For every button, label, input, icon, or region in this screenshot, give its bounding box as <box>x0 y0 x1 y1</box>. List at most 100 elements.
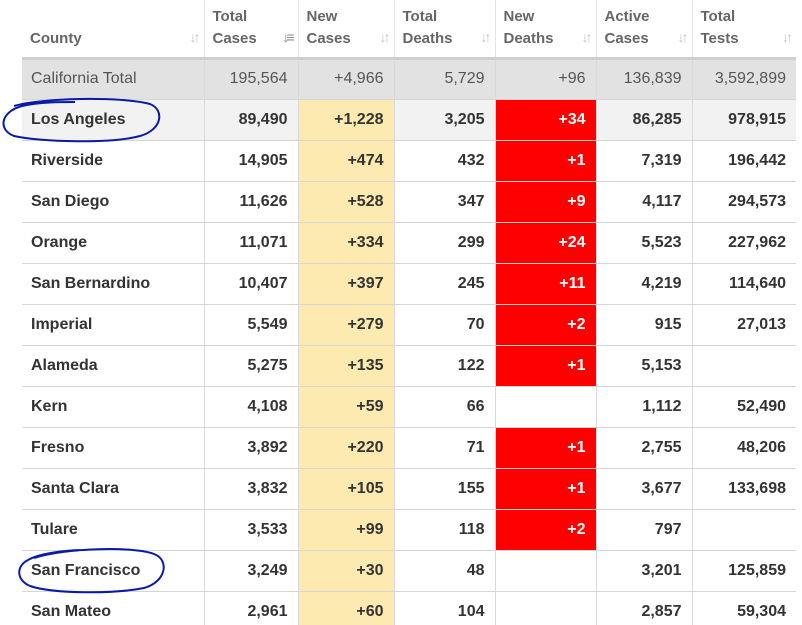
new-deaths-cell: +2 <box>494 509 596 551</box>
new-cases-cell: +135 <box>297 345 394 387</box>
active-cases-cell: 4,219 <box>595 263 692 305</box>
table-row: San Diego 11,626 +528 347 +9 4,117 294,573 <box>22 181 796 223</box>
sort-icon[interactable]: ↓↑ <box>782 28 793 45</box>
new-deaths-cell <box>494 386 596 428</box>
total-deaths-cell: 5,729 <box>393 58 495 100</box>
total-tests-cell: 3,592,899 <box>691 58 796 100</box>
county-cell: Los Angeles <box>22 99 204 141</box>
new-deaths-cell <box>494 591 596 625</box>
active-cases-cell: 5,153 <box>595 345 692 387</box>
total-tests-cell: 294,573 <box>691 181 796 223</box>
new-cases-cell: +1,228 <box>297 99 394 141</box>
new-cases-cell: +334 <box>297 222 394 264</box>
table-row: Orange 11,071 +334 299 +24 5,523 227,962 <box>22 222 796 264</box>
county-cell: Orange <box>22 222 204 264</box>
total-cases-cell: 14,905 <box>203 140 298 182</box>
header-new-cases[interactable]: New Cases ↓↑ <box>297 0 394 60</box>
new-cases-cell: +397 <box>297 263 394 305</box>
total-cases-cell: 3,249 <box>203 550 298 592</box>
total-cases-cell: 3,892 <box>203 427 298 469</box>
county-cell: Kern <box>22 386 204 428</box>
county-cell: California Total <box>22 58 204 100</box>
new-cases-cell: +528 <box>297 181 394 223</box>
sort-icon[interactable]: ↓↑ <box>581 28 593 45</box>
total-deaths-cell: 299 <box>393 222 495 264</box>
total-tests-cell <box>691 509 796 551</box>
header-label-line2: Cases <box>306 30 351 48</box>
total-tests-cell: 133,698 <box>691 468 796 510</box>
sort-icon[interactable]: ↓↑ <box>379 28 391 45</box>
total-deaths-cell: 3,205 <box>393 99 495 141</box>
sort-icon[interactable]: ↓↑ <box>677 28 689 45</box>
header-label-line1: New <box>306 8 338 26</box>
new-cases-cell: +105 <box>297 468 394 510</box>
header-county[interactable]: County ↓↑ <box>22 0 204 60</box>
sort-desc-icon[interactable]: ↓≡ <box>282 28 294 45</box>
header-label-line2: Deaths <box>503 30 554 48</box>
county-cell: San Francisco <box>22 550 204 592</box>
new-deaths-cell: +96 <box>494 58 596 100</box>
new-cases-cell: +30 <box>297 550 394 592</box>
header-label-line1: Total <box>700 8 736 26</box>
header-total-deaths[interactable]: Total Deaths ↓↑ <box>393 0 495 60</box>
active-cases-cell: 3,201 <box>595 550 692 592</box>
new-cases-cell: +4,966 <box>297 58 394 100</box>
active-cases-cell: 86,285 <box>595 99 692 141</box>
table-row: Santa Clara 3,832 +105 155 +1 3,677 133,698 <box>22 468 796 510</box>
new-deaths-cell: +9 <box>494 181 596 223</box>
new-deaths-cell: +1 <box>494 427 596 469</box>
header-total-tests[interactable]: Total Tests ↓↑ <box>691 0 796 60</box>
header-label-line2: Cases <box>604 30 649 48</box>
total-cases-cell: 89,490 <box>203 99 298 141</box>
new-deaths-cell: +24 <box>494 222 596 264</box>
county-cell: San Diego <box>22 181 204 223</box>
total-deaths-cell: 66 <box>393 386 495 428</box>
total-deaths-cell: 70 <box>393 304 495 346</box>
new-deaths-cell <box>494 550 596 592</box>
header-row: County ↓↑ Total Cases ↓≡ New Cases ↓↑ Total Death… <box>22 0 796 60</box>
total-tests-cell: 227,962 <box>691 222 796 264</box>
county-data-table: County ↓↑ Total Cases ↓≡ New Cases ↓↑ Total Death… <box>22 0 796 625</box>
total-tests-cell: 978,915 <box>691 99 796 141</box>
header-label-line2: Deaths <box>402 30 453 48</box>
table-row: San Bernardino 10,407 +397 245 +11 4,219 114,6… <box>22 263 796 305</box>
table-row: Kern 4,108 +59 66 1,112 52,490 <box>22 386 796 428</box>
new-cases-cell: +99 <box>297 509 394 551</box>
header-label-line2: Cases <box>212 30 257 48</box>
active-cases-cell: 3,677 <box>595 468 692 510</box>
header-new-deaths[interactable]: New Deaths ↓↑ <box>494 0 596 60</box>
total-cases-cell: 4,108 <box>203 386 298 428</box>
sort-icon[interactable]: ↓↑ <box>480 28 492 45</box>
total-cases-cell: 5,275 <box>203 345 298 387</box>
active-cases-cell: 2,755 <box>595 427 692 469</box>
active-cases-cell: 915 <box>595 304 692 346</box>
active-cases-cell: 797 <box>595 509 692 551</box>
new-deaths-cell: +11 <box>494 263 596 305</box>
table-body: California Total 195,564 +4,966 5,729 +96 136… <box>22 58 796 625</box>
total-tests-cell: 114,640 <box>691 263 796 305</box>
new-deaths-cell: +1 <box>494 140 596 182</box>
new-cases-cell: +60 <box>297 591 394 625</box>
header-label-line1: New <box>503 8 535 26</box>
active-cases-cell: 7,319 <box>595 140 692 182</box>
total-deaths-cell: 245 <box>393 263 495 305</box>
total-deaths-cell: 432 <box>393 140 495 182</box>
total-deaths-cell: 71 <box>393 427 495 469</box>
county-cell: Santa Clara <box>22 468 204 510</box>
county-cell: Fresno <box>22 427 204 469</box>
new-cases-cell: +220 <box>297 427 394 469</box>
table-row: Imperial 5,549 +279 70 +2 915 27,013 <box>22 304 796 346</box>
active-cases-cell: 2,857 <box>595 591 692 625</box>
county-cell: San Bernardino <box>22 263 204 305</box>
header-total-cases[interactable]: Total Cases ↓≡ <box>203 0 298 60</box>
total-row: California Total 195,564 +4,966 5,729 +96 136… <box>22 58 796 100</box>
total-cases-cell: 10,407 <box>203 263 298 305</box>
county-cell: Tulare <box>22 509 204 551</box>
header-active-cases[interactable]: Active Cases ↓↑ <box>595 0 692 60</box>
new-cases-cell: +59 <box>297 386 394 428</box>
total-cases-cell: 2,961 <box>203 591 298 625</box>
active-cases-cell: 136,839 <box>595 58 692 100</box>
header-label-line1: County <box>30 30 82 48</box>
sort-icon[interactable]: ↓↑ <box>189 28 201 45</box>
